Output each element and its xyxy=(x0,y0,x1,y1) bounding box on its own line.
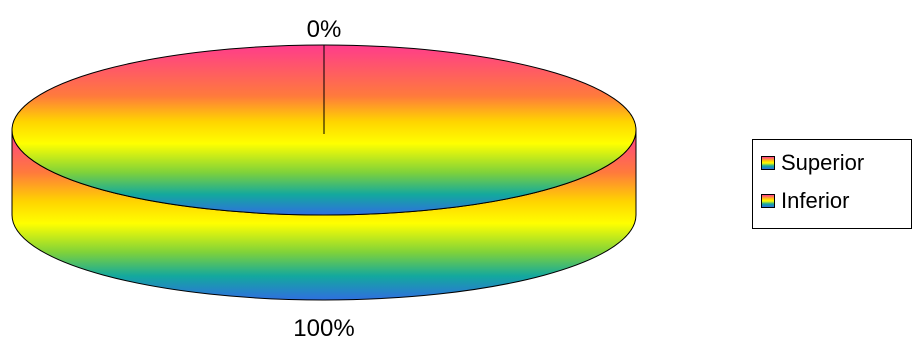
legend-swatch-icon xyxy=(761,194,775,208)
chart-legend: Superior Inferior xyxy=(752,139,912,229)
legend-item-inferior: Inferior xyxy=(761,188,849,214)
data-label-superior: 0% xyxy=(307,16,342,43)
data-label-inferior: 100% xyxy=(293,315,354,342)
legend-label: Inferior xyxy=(781,188,850,213)
legend-swatch-icon xyxy=(761,156,775,170)
legend-label: Superior xyxy=(781,150,865,175)
legend-item-superior: Superior xyxy=(761,150,864,176)
